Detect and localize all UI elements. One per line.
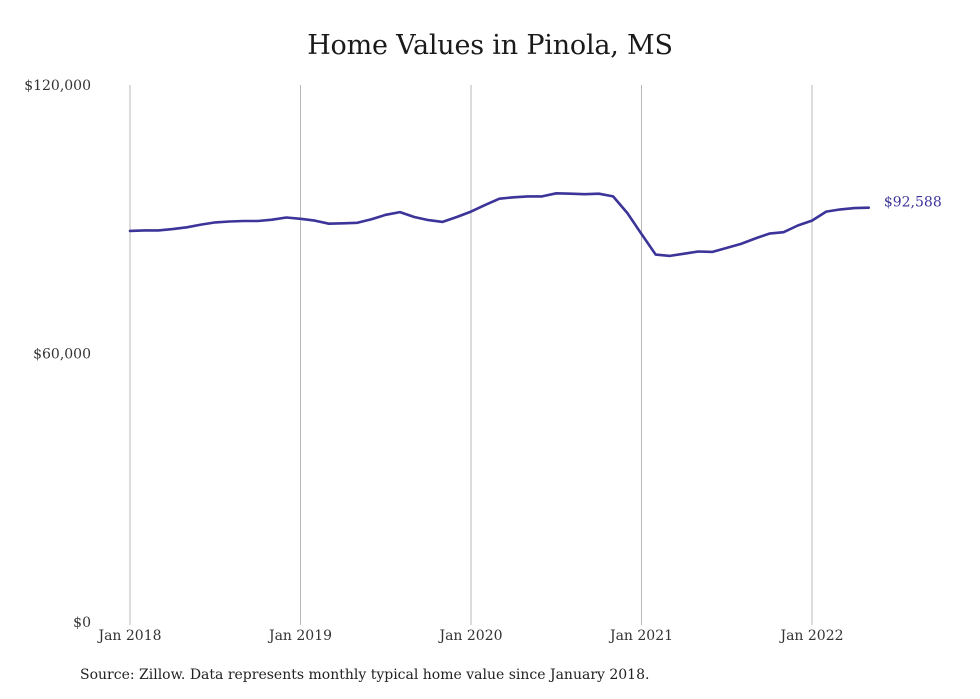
x-tick-label: Jan 2018: [96, 628, 161, 644]
x-tick-label: Jan 2019: [267, 628, 332, 644]
series-line: [128, 192, 871, 258]
chart-title: Home Values in Pinola, MS: [307, 30, 673, 61]
y-tick-label: $0: [73, 615, 91, 631]
end-value-label: $92,588: [884, 195, 942, 211]
x-tick-label: Jan 2020: [437, 628, 502, 644]
series-layer: $92,588: [128, 192, 942, 258]
y-tick-label: $120,000: [24, 78, 91, 94]
source-note: Source: Zillow. Data represents monthly …: [80, 667, 650, 683]
x-tick-label: Jan 2021: [608, 628, 673, 644]
y-axis-labels: $0 $60,000 $120,000: [24, 78, 91, 631]
x-axis-labels: Jan 2018 Jan 2019 Jan 2020 Jan 2021 Jan 2022: [96, 628, 843, 644]
grid-lines: [129, 85, 813, 625]
x-tick-label: Jan 2022: [778, 628, 843, 644]
y-tick-label: $60,000: [33, 347, 91, 363]
